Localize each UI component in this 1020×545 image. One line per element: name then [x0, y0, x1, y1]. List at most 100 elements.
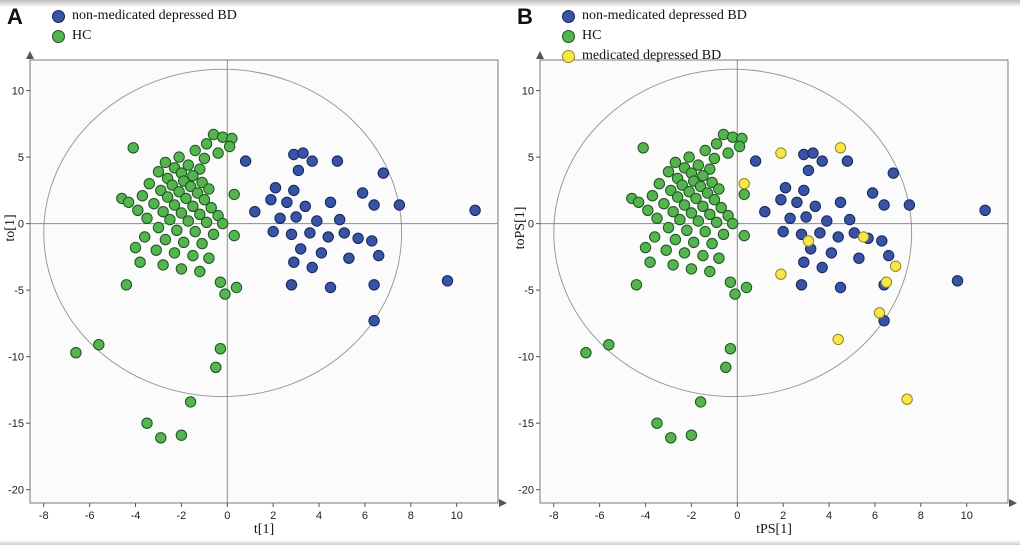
data-point-hc [669, 156, 682, 169]
x-tick-label: 8 [918, 510, 924, 522]
data-point-bd [841, 155, 854, 167]
data-point-hc [184, 396, 197, 408]
data-point-bd [331, 155, 344, 167]
data-point-bd [306, 155, 318, 167]
x-axis-label-b: tPS[1] [756, 522, 792, 537]
data-point-hc [191, 187, 204, 199]
legend-label-bd: non-medicated depressed BD [582, 8, 747, 23]
data-point-hc [203, 252, 215, 264]
data-point-hc [194, 265, 206, 278]
x-tick-label: 2 [780, 510, 786, 522]
data-point-bd [809, 200, 821, 213]
data-point-bd [779, 182, 792, 194]
data-point-hc [699, 144, 711, 157]
data-point-hc [720, 361, 732, 373]
data-point-bd [368, 279, 380, 291]
data-point-hc [639, 241, 652, 254]
data-point-bd [784, 212, 796, 225]
data-point-bd [878, 199, 890, 211]
y-tick-label: -10 [518, 352, 534, 364]
data-point-hc [651, 212, 663, 225]
data-point-hc [690, 192, 702, 205]
y-tick-label: 10 [522, 86, 534, 98]
y-axis-arrow-icon [536, 51, 544, 59]
data-point-hc [228, 229, 240, 242]
data-point-hc [717, 228, 730, 241]
data-point-hc [685, 429, 698, 441]
data-point-hc [132, 204, 144, 217]
data-point-hc [217, 131, 229, 143]
data-point-hc [649, 231, 661, 243]
data-point-hc [653, 178, 666, 190]
x-axis-label-a: t[1] [253, 522, 275, 537]
data-point-hc [603, 339, 615, 351]
data-point-hc [120, 279, 133, 291]
data-point-bd [356, 187, 369, 199]
data-point-bd [825, 247, 838, 259]
data-point-hc [198, 152, 211, 165]
data-point-hc [189, 225, 201, 238]
x-axis-arrow-icon [499, 499, 507, 507]
data-point-hc [694, 396, 707, 408]
data-point-bd [798, 256, 810, 268]
x-tick-label: 8 [408, 510, 414, 522]
data-point-hc [692, 215, 705, 227]
x-tick-label: 4 [826, 510, 832, 522]
x-tick-label: 0 [224, 510, 230, 522]
data-point-bd [288, 256, 300, 268]
data-point-hc [157, 206, 169, 218]
data-point-hc [141, 417, 153, 429]
legend-marker-hc [52, 29, 65, 43]
data-point-med [857, 231, 870, 243]
data-point-hc [205, 202, 217, 214]
x-tick-label: 10 [961, 510, 973, 522]
data-point-hc [674, 213, 686, 226]
data-point-hc [724, 343, 737, 355]
data-point-hc [198, 194, 211, 206]
data-point-med [873, 307, 886, 319]
data-point-bd [274, 212, 286, 225]
data-point-bd [834, 196, 847, 209]
data-point-bd [290, 211, 302, 223]
data-point-hc [697, 200, 709, 213]
data-point-bd [267, 225, 279, 238]
y-axis-arrow-icon [26, 51, 34, 59]
legend-marker-hc [562, 29, 575, 43]
data-point-hc [660, 244, 672, 256]
data-point-bd [834, 281, 847, 294]
data-point-hc [685, 263, 698, 275]
data-point-hc [223, 140, 236, 153]
x-tick-label: -6 [595, 510, 605, 522]
data-point-hc [701, 187, 714, 199]
legend-item-med: medicated depressed BD [562, 46, 747, 66]
data-point-hc [637, 142, 649, 154]
data-point-bd [866, 187, 879, 199]
data-point-hc [710, 138, 723, 150]
x-tick-label: -8 [39, 510, 49, 522]
data-point-bd [469, 204, 481, 217]
data-point-hc [644, 256, 656, 268]
y-axis-label-a: to[1] [3, 214, 18, 242]
data-point-hc [159, 156, 172, 169]
x-tick-label: 4 [316, 510, 322, 522]
data-point-hc [168, 247, 181, 259]
data-point-hc [148, 198, 160, 210]
data-point-hc [662, 221, 675, 234]
data-point-bd [288, 148, 300, 161]
data-point-hc [697, 170, 709, 182]
data-point-hc [688, 236, 700, 249]
legend-item-bd: non-medicated depressed BD [562, 6, 747, 26]
data-point-bd [775, 194, 787, 206]
data-point-hc [692, 159, 705, 171]
legend-label-hc: HC [72, 28, 92, 43]
data-point-bd [297, 147, 309, 159]
data-point-bd [292, 164, 305, 177]
x-tick-label: 10 [451, 510, 463, 522]
data-point-hc [196, 176, 208, 189]
x-tick-label: -4 [131, 510, 141, 522]
data-point-bd [324, 196, 337, 209]
data-point-hc [178, 236, 190, 249]
data-point-hc [632, 196, 645, 209]
x-axis-arrow-icon [1009, 499, 1017, 507]
